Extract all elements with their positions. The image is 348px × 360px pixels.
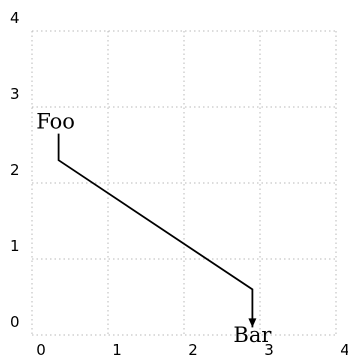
- x-tick-labels: 0 1 2 3 4: [36, 341, 348, 359]
- annotation-connector: [57, 133, 257, 328]
- x-tick-label-0: 0: [36, 341, 46, 359]
- annotation-bar: Bar: [233, 323, 272, 347]
- annotation-foo: Foo: [36, 110, 75, 134]
- x-tick-label-3: 3: [264, 341, 274, 359]
- x-tick-label-2: 2: [188, 341, 198, 359]
- y-tick-label-3: 3: [10, 85, 20, 103]
- annotations: Foo Bar: [36, 110, 272, 347]
- connector-arrowhead: [248, 318, 257, 328]
- y-tick-label-1: 1: [10, 237, 20, 255]
- x-tick-label-1: 1: [112, 341, 122, 359]
- y-tick-labels: 0 1 2 3 4: [10, 9, 20, 331]
- connector-line: [57, 133, 254, 328]
- grid: [31, 30, 337, 336]
- y-tick-label-4: 4: [10, 9, 20, 27]
- y-tick-label-2: 2: [10, 161, 20, 179]
- x-tick-label-4: 4: [340, 341, 348, 359]
- y-tick-label-0: 0: [10, 313, 20, 331]
